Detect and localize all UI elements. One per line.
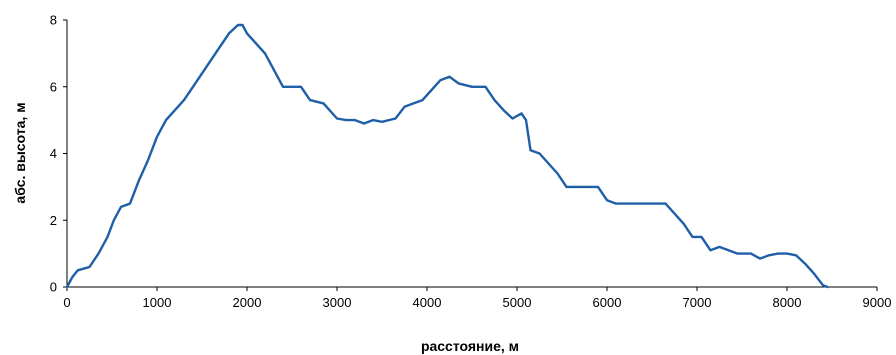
y-tick-label: 4 bbox=[50, 146, 57, 161]
y-axis-title: абс. высота, м bbox=[12, 102, 28, 203]
x-tick-label: 0 bbox=[63, 295, 70, 310]
y-tick-label: 6 bbox=[50, 79, 57, 94]
y-tick-label: 2 bbox=[50, 213, 57, 228]
x-tick-label: 3000 bbox=[323, 295, 352, 310]
series-line-elevation bbox=[65, 23, 829, 289]
plot-area: 0 2 4 6 8 0 1000 2000 3000 4000 5000 6000 7000 8000 90… bbox=[50, 13, 892, 311]
x-tick-label: 9000 bbox=[863, 295, 892, 310]
x-tick-label: 4000 bbox=[413, 295, 442, 310]
x-tick-label: 2000 bbox=[233, 295, 262, 310]
x-tick-label: 7000 bbox=[683, 295, 712, 310]
x-tick-label: 6000 bbox=[593, 295, 622, 310]
y-tick-label: 0 bbox=[50, 280, 57, 295]
y-tick-label: 8 bbox=[50, 13, 57, 28]
x-tick-label: 5000 bbox=[503, 295, 532, 310]
x-tick-label: 8000 bbox=[773, 295, 802, 310]
x-tick-label: 1000 bbox=[143, 295, 172, 310]
x-axis-title: расстояние, м bbox=[421, 338, 519, 354]
